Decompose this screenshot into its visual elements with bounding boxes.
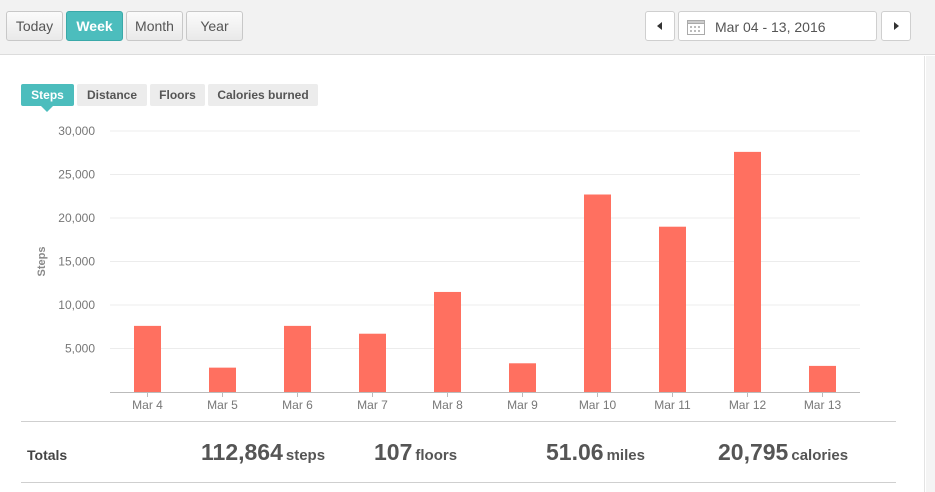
total-floors-unit: floors [415, 447, 458, 464]
x-tick-label: Mar 9 [507, 398, 538, 412]
bar-mar-10 [584, 194, 611, 392]
chart-panel [0, 56, 925, 492]
total-floors-value: 107 [374, 439, 413, 465]
scroll-gutter [926, 56, 935, 492]
bar-mar-6 [284, 325, 311, 392]
tab-calories-burned[interactable]: Calories burned [208, 84, 318, 106]
toolbar: Today Week Month Year Mar 04 - 13, 2016 [0, 0, 935, 55]
x-tick-label: Mar 6 [282, 398, 313, 412]
y-tick-label: 25,000 [58, 168, 95, 182]
total-steps-value: 112,864 [201, 439, 283, 465]
triangle-right-icon [894, 22, 899, 30]
total-miles: 51.06 miles [546, 439, 645, 466]
week-button[interactable]: Week [66, 11, 123, 41]
bar-mar-4 [134, 325, 161, 392]
total-steps-unit: steps [285, 447, 326, 464]
total-calories-unit: calories [791, 447, 849, 464]
x-tick-label: Mar 10 [579, 398, 617, 412]
total-steps: 112,864 steps [201, 439, 325, 466]
y-tick-label: 20,000 [58, 211, 95, 225]
y-tick-label: 5,000 [65, 342, 95, 356]
calendar-icon [687, 20, 705, 35]
date-range-picker[interactable]: Mar 04 - 13, 2016 [678, 11, 877, 41]
tab-floors[interactable]: Floors [150, 84, 205, 106]
bar-mar-13 [809, 365, 836, 392]
total-miles-value: 51.06 [546, 439, 604, 465]
x-tick-label: Mar 13 [804, 398, 842, 412]
divider-bottom [21, 482, 896, 483]
year-button[interactable]: Year [186, 11, 243, 41]
total-floors: 107 floors [374, 439, 457, 466]
bar-mar-9 [509, 363, 536, 392]
total-calories: 20,795 calories [718, 439, 848, 466]
tab-distance[interactable]: Distance [77, 84, 147, 106]
bar-mar-12 [734, 151, 761, 392]
steps-bar-chart: 5,000 10,000 15,000 20,000 25,000 30,000 Steps… [36, 124, 860, 412]
x-tick-label: Mar 7 [357, 398, 388, 412]
bar-mar-8 [434, 291, 461, 392]
y-tick-label: 10,000 [58, 298, 95, 312]
bar-mar-7 [359, 333, 386, 392]
x-tick-label: Mar 12 [729, 398, 767, 412]
month-button[interactable]: Month [126, 11, 183, 41]
x-tick-label: Mar 5 [207, 398, 238, 412]
triangle-left-icon [657, 22, 662, 30]
total-calories-value: 20,795 [718, 439, 789, 465]
previous-period-button[interactable] [645, 11, 675, 41]
y-axis-title: Steps [36, 247, 48, 277]
today-button[interactable]: Today [6, 11, 63, 41]
totals-label: Totals [27, 447, 68, 463]
date-range-text: Mar 04 - 13, 2016 [715, 19, 826, 35]
bar-mar-11 [659, 226, 686, 392]
y-tick-label: 15,000 [58, 255, 95, 269]
total-miles-unit: miles [606, 447, 645, 464]
divider-top [21, 421, 896, 422]
bar-mar-5 [209, 367, 236, 392]
x-tick-label: Mar 8 [432, 398, 463, 412]
x-tick-label: Mar 4 [132, 398, 163, 412]
y-tick-label: 30,000 [58, 124, 95, 138]
tab-steps[interactable]: Steps [21, 84, 74, 106]
x-tick-label: Mar 11 [654, 398, 691, 412]
next-period-button[interactable] [881, 11, 911, 41]
active-tab-pointer [41, 106, 53, 112]
